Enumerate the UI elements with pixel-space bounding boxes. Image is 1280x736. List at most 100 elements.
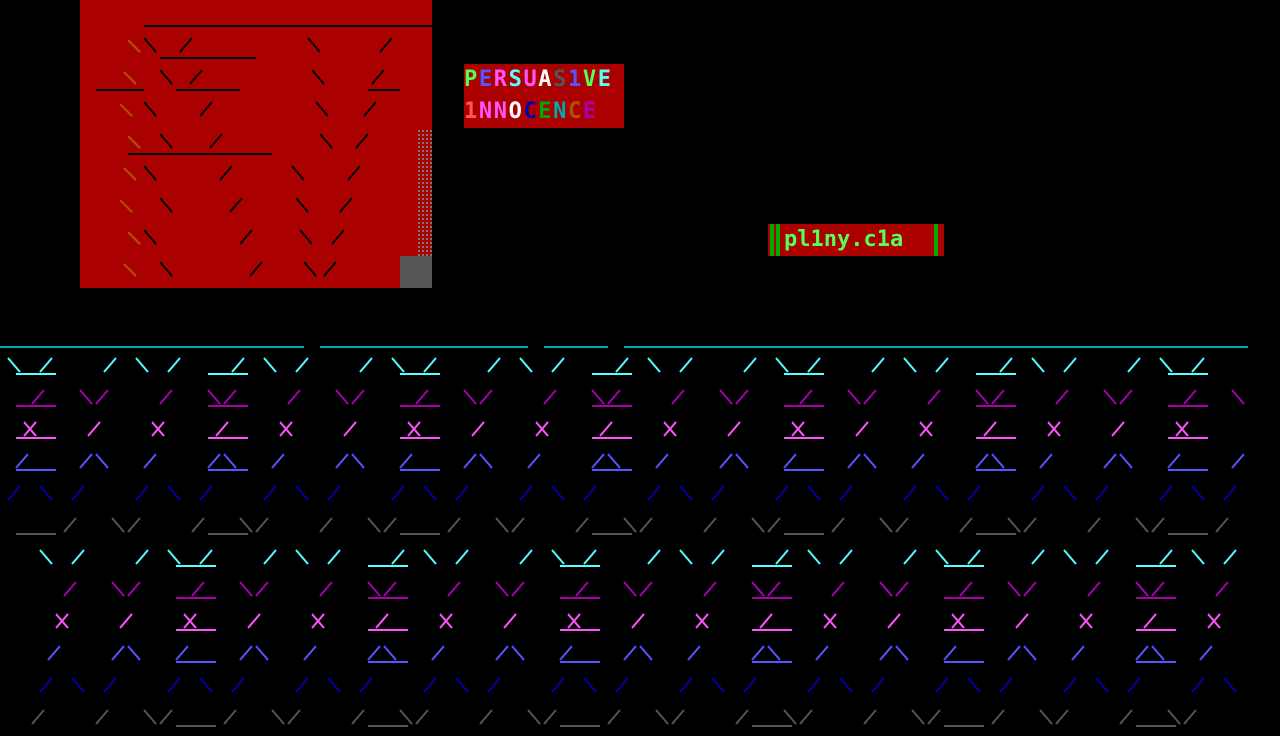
art-stroke	[583, 677, 597, 693]
art-stroke	[551, 549, 565, 565]
art-stroke	[823, 613, 837, 629]
shade-dot	[430, 210, 432, 212]
shade-dot	[430, 154, 432, 156]
art-stroke	[103, 357, 117, 373]
art-stroke	[391, 357, 405, 373]
art-stroke	[367, 645, 381, 661]
art-stroke	[687, 645, 701, 661]
shade-dot	[426, 138, 428, 140]
art-stroke	[135, 485, 149, 501]
art-stroke	[223, 709, 237, 725]
shade-dot	[426, 206, 428, 208]
art-stroke	[327, 485, 341, 501]
art-stroke	[647, 357, 661, 373]
art-stroke	[935, 677, 949, 693]
art-stroke	[887, 613, 901, 629]
art-stroke	[23, 421, 37, 437]
shade-dot	[422, 142, 424, 144]
art-stroke	[855, 421, 869, 437]
art-stroke	[1159, 485, 1173, 501]
art-stroke	[911, 453, 925, 469]
art-stroke	[767, 581, 781, 597]
art-stroke	[1191, 485, 1205, 501]
art-stroke	[591, 389, 605, 405]
art-stroke	[135, 357, 149, 373]
shade-dot	[430, 150, 432, 152]
art-stroke	[143, 101, 157, 117]
art-stroke	[1175, 421, 1189, 437]
art-stroke	[479, 453, 493, 469]
art-stroke	[1063, 485, 1077, 501]
art-stroke	[1031, 357, 1045, 373]
art-stroke	[159, 69, 173, 85]
shade-dot	[430, 238, 432, 240]
shade-dot	[426, 134, 428, 136]
art-stroke	[127, 645, 141, 661]
shade-dot	[418, 182, 420, 184]
art-stroke	[363, 101, 377, 117]
art-stroke	[495, 581, 509, 597]
art-stroke	[319, 133, 333, 149]
art-stroke	[775, 485, 789, 501]
art-stroke	[1095, 677, 1109, 693]
shade-dot	[422, 254, 424, 256]
art-stroke	[191, 581, 205, 597]
art-stroke	[615, 677, 629, 693]
art-stroke	[327, 677, 341, 693]
art-stroke	[391, 549, 405, 565]
art-stroke	[871, 357, 885, 373]
art-stroke	[111, 581, 125, 597]
art-stroke	[135, 549, 149, 565]
shade-dot	[422, 166, 424, 168]
art-stroke	[807, 357, 821, 373]
shade-dot	[426, 182, 428, 184]
art-stroke	[71, 485, 85, 501]
art-stroke	[119, 103, 133, 117]
art-stroke	[199, 485, 213, 501]
shade-dot	[426, 150, 428, 152]
art-stroke	[975, 453, 989, 469]
shade-dot	[418, 186, 420, 188]
art-stroke	[487, 677, 501, 693]
shade-dot	[430, 182, 432, 184]
art-stroke	[127, 231, 141, 245]
shade-dot	[430, 250, 432, 252]
shade-dot	[418, 174, 420, 176]
art-stroke	[335, 389, 349, 405]
art-stroke	[775, 357, 789, 373]
art-stroke	[39, 357, 53, 373]
art-stroke	[1191, 549, 1205, 565]
shade-dot	[418, 254, 420, 256]
shade-dot	[422, 202, 424, 204]
art-stroke	[447, 581, 461, 597]
signature-bar-left-2	[776, 224, 780, 256]
art-stroke	[719, 389, 733, 405]
shade-dot	[426, 166, 428, 168]
art-stroke	[1023, 517, 1037, 533]
shade-dot	[422, 174, 424, 176]
shade-dot	[430, 158, 432, 160]
art-stroke	[127, 39, 141, 53]
art-stroke	[239, 645, 253, 661]
art-stroke	[543, 389, 557, 405]
title-letter: 1	[568, 67, 583, 92]
shade-dot	[426, 130, 428, 132]
art-stroke	[383, 517, 397, 533]
art-stroke	[143, 165, 157, 181]
art-stroke	[791, 421, 805, 437]
shade-dot	[422, 186, 424, 188]
shade-dot	[422, 250, 424, 252]
title-letter: E	[478, 67, 494, 92]
art-stroke	[967, 677, 981, 693]
title-line-1: PERSUAS1VE	[464, 64, 613, 96]
art-stroke	[1183, 709, 1197, 725]
art-stroke	[831, 517, 845, 533]
art-stroke	[423, 357, 437, 373]
art-stroke	[95, 709, 109, 725]
art-stroke	[1087, 517, 1101, 533]
art-stroke	[1023, 645, 1037, 661]
art-stroke	[607, 709, 621, 725]
shade-dot	[422, 178, 424, 180]
art-stroke	[351, 709, 365, 725]
art-stroke	[127, 135, 141, 149]
